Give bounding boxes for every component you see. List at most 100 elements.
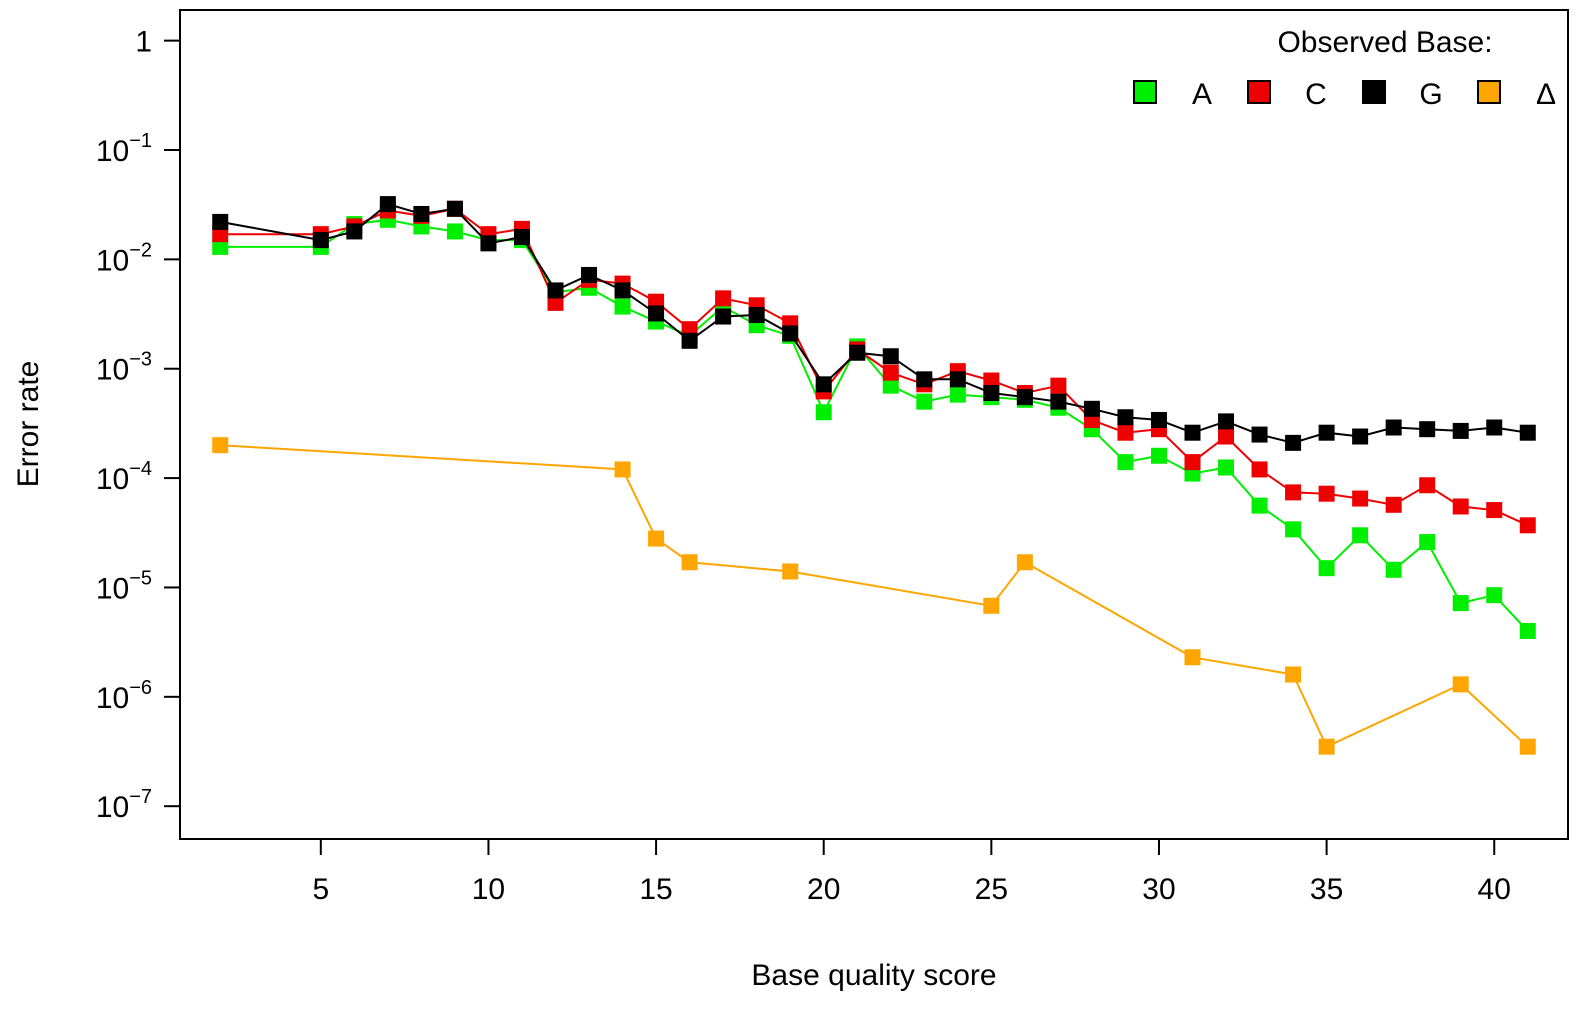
x-tick-label: 15: [639, 873, 672, 906]
data-point: [715, 290, 732, 307]
data-point: [1519, 517, 1536, 534]
data-point: [413, 205, 430, 222]
data-point: [212, 238, 229, 255]
data-point: [983, 597, 1000, 614]
data-point: [648, 305, 665, 322]
data-point: [1251, 426, 1268, 443]
data-point: [1519, 738, 1536, 755]
data-point: [1519, 622, 1536, 639]
data-point: [1452, 676, 1469, 693]
data-point: [212, 437, 229, 454]
data-point: [882, 377, 899, 394]
series-layer: [212, 196, 1536, 755]
data-point: [1318, 424, 1335, 441]
y-tick-exponent: −5: [129, 567, 152, 589]
y-tick-label: 10−6: [96, 677, 152, 715]
data-point: [1352, 428, 1369, 445]
data-point: [1285, 521, 1302, 538]
series-line: [220, 202, 1528, 444]
data-point: [983, 384, 1000, 401]
legend-title: Observed Base:: [1277, 26, 1492, 59]
y-tick-exponent: −6: [129, 677, 152, 699]
legend-label: A: [1192, 78, 1212, 111]
y-tick-exponent: −1: [129, 130, 152, 152]
data-point: [1150, 411, 1167, 428]
legend-swatch: [1133, 80, 1157, 104]
data-point: [1218, 413, 1235, 430]
data-point: [1318, 560, 1335, 577]
data-point: [1385, 496, 1402, 513]
legend-label: G: [1419, 78, 1442, 111]
data-point: [715, 308, 732, 325]
y-tick-exponent: −7: [129, 786, 152, 808]
data-point: [1251, 497, 1268, 514]
data-point: [1486, 587, 1503, 604]
data-point: [1285, 434, 1302, 451]
data-point: [681, 332, 698, 349]
series-line: [220, 444, 1529, 749]
data-point: [614, 461, 631, 478]
data-point: [1519, 424, 1536, 441]
data-point: [1117, 454, 1134, 471]
y-tick-label: 10−2: [96, 239, 152, 277]
y-tick-base: 10: [96, 135, 129, 168]
y-tick-label: 10−4: [96, 458, 152, 496]
data-point: [1452, 498, 1469, 515]
data-point: [1050, 377, 1067, 394]
data-point: [1385, 419, 1402, 436]
data-point: [346, 223, 363, 240]
data-point: [949, 386, 966, 403]
y-tick-exponent: −2: [129, 239, 152, 261]
data-point: [1184, 424, 1201, 441]
data-point: [916, 393, 933, 410]
data-point: [1318, 485, 1335, 502]
y-tick-label: 10−1: [96, 130, 152, 168]
y-tick-base: 10: [96, 354, 129, 387]
data-point: [1352, 490, 1369, 507]
legend: Observed Base: A C G Δ: [1133, 26, 1556, 111]
data-point: [1218, 428, 1235, 445]
data-point: [648, 530, 665, 547]
data-point: [480, 235, 497, 252]
y-tick-base: 1: [135, 26, 152, 59]
x-tick-label: 30: [1142, 873, 1175, 906]
legend-swatch: [1247, 80, 1271, 104]
data-point: [1452, 595, 1469, 612]
data-point: [1419, 534, 1436, 551]
data-point: [614, 282, 631, 299]
legend-label: C: [1305, 78, 1327, 111]
x-tick-label: 20: [807, 873, 840, 906]
series-3: [212, 437, 1536, 755]
y-tick-base: 10: [96, 463, 129, 496]
data-point: [1352, 527, 1369, 544]
data-point: [1486, 502, 1503, 519]
y-tick-exponent: −3: [129, 349, 152, 371]
y-tick-label: 10−3: [96, 349, 152, 387]
data-point: [1318, 738, 1335, 755]
data-point: [446, 200, 463, 217]
data-point: [1184, 649, 1201, 666]
data-point: [681, 554, 698, 571]
data-point: [782, 563, 799, 580]
data-point: [1419, 421, 1436, 438]
data-point: [513, 229, 530, 246]
data-point: [547, 282, 564, 299]
legend-swatch: [1362, 80, 1386, 104]
y-tick-label: 10−7: [96, 786, 152, 824]
data-point: [547, 294, 564, 311]
y-tick-label: 10−5: [96, 567, 152, 605]
data-point: [581, 266, 598, 283]
x-tick-label: 5: [312, 873, 329, 906]
data-point: [212, 226, 229, 243]
data-point: [1385, 561, 1402, 578]
data-point: [983, 372, 1000, 389]
data-point: [949, 371, 966, 388]
series-0: [212, 211, 1536, 639]
data-point: [882, 364, 899, 381]
data-point: [1285, 666, 1302, 683]
data-point: [1016, 554, 1033, 571]
y-axis-title: Error rate: [12, 361, 45, 488]
data-point: [1150, 447, 1167, 464]
